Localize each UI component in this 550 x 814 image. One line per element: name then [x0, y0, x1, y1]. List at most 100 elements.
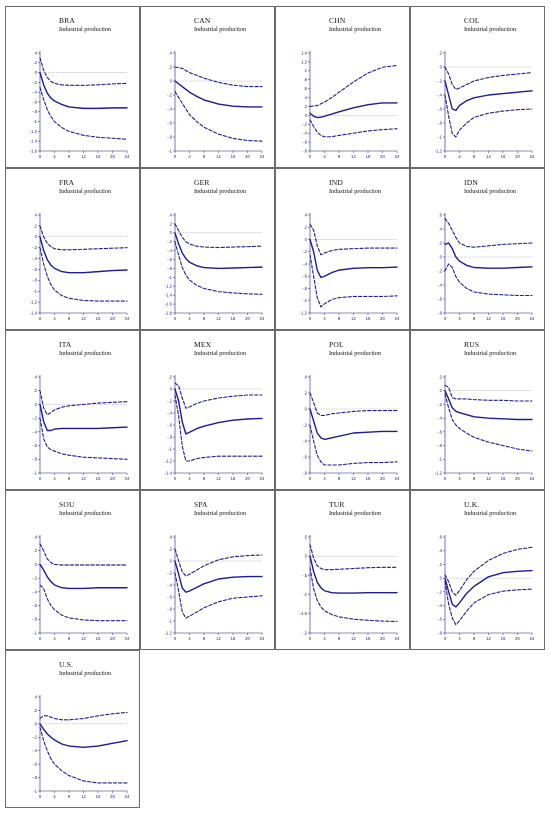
- x-tick-label: 8: [473, 636, 476, 641]
- x-tick-label: 4: [188, 636, 191, 641]
- irf-plot: .4.20-.2-.4-.6-.8-10 4 8 12 16 20 24: [32, 534, 130, 641]
- y-tick-label: -.2: [437, 402, 443, 407]
- y-tick-label: -.2: [437, 78, 443, 83]
- x-tick-label: 0: [39, 636, 42, 641]
- x-tick-label: 16: [501, 316, 506, 321]
- lower-band-line: [174, 572, 263, 619]
- y-tick-label: -1.2: [435, 148, 443, 153]
- x-tick-label: 16: [96, 636, 101, 641]
- x-tick-label: 0: [39, 316, 42, 321]
- y-tick-label: 0: [305, 237, 308, 242]
- x-tick-label: 24: [125, 794, 130, 799]
- panel-subtitle: Industrial production: [59, 350, 112, 357]
- y-tick-label: .2: [169, 221, 173, 226]
- x-tick-label: 12: [351, 636, 356, 641]
- y-tick-label: 0: [440, 254, 443, 259]
- upper-band-line: [39, 390, 128, 416]
- y-tick-label: 0: [305, 113, 308, 118]
- x-tick-label: 12: [486, 476, 491, 481]
- y-tick-label: -1.2: [165, 458, 173, 463]
- y-tick-label: -1.2: [435, 470, 443, 475]
- x-tick-label: 20: [380, 636, 385, 641]
- irf-plot: .50-.5-1-1.5-20 4 8 12 16 20 24: [300, 534, 400, 641]
- y-tick-label: -.4: [302, 131, 308, 136]
- lower-band-line: [39, 584, 128, 622]
- y-tick-label: -.4: [302, 438, 308, 443]
- response-line: [174, 232, 263, 270]
- irf-panel-chn: CHN Industrial production 1.4 1.2 1 .8 .6 .4 .2 0…: [275, 6, 410, 168]
- upper-band-line: [39, 543, 128, 566]
- y-tick-label: .2: [34, 388, 38, 393]
- panel-title: MEX: [194, 340, 212, 349]
- y-tick-label: 0: [35, 70, 38, 75]
- x-tick-label: 4: [458, 154, 461, 159]
- irf-panel-col: COL Industrial production .2 0 -.2 -.4 -.6 -.8 -…: [410, 6, 545, 168]
- y-tick-label: .4: [34, 50, 38, 55]
- x-tick-label: 8: [338, 154, 341, 159]
- upper-band-line: [309, 223, 398, 256]
- x-tick-label: 16: [366, 636, 371, 641]
- lower-band-line: [174, 241, 263, 295]
- response-line: [309, 408, 398, 441]
- response-line: [39, 723, 128, 749]
- y-tick-label: -.2: [167, 570, 173, 575]
- irf-plot: .4.20-.2-.4-.6-.8-1-1.2-1.40 4 8 12 16 20 24: [30, 212, 130, 321]
- panel-title: TUR: [329, 500, 345, 509]
- x-tick-label: 12: [81, 154, 86, 159]
- y-tick-label: 0: [440, 388, 443, 393]
- y-tick-label: -1: [33, 470, 37, 475]
- y-tick-label: -.8: [437, 443, 443, 448]
- x-tick-label: 20: [245, 154, 250, 159]
- x-tick-label: 8: [68, 154, 71, 159]
- response-line: [309, 238, 398, 279]
- lower-band-line: [39, 247, 128, 302]
- irf-plot: 1.41.21.8.6.4.20-.2-.4-.6-.80 4 8 12 16 20 24: [301, 50, 400, 159]
- panel-title: SOU: [59, 500, 75, 509]
- response-line: [444, 80, 533, 112]
- irf-plot: .6.4.20-.2-.4-.6-.80 4 8 12 16 20 24: [437, 212, 535, 321]
- panel-title: IND: [329, 178, 343, 187]
- lower-band-line: [174, 394, 263, 462]
- y-tick-label: 0: [305, 554, 308, 559]
- y-tick-label: -.6: [437, 617, 443, 622]
- x-tick-label: 8: [473, 154, 476, 159]
- response-line: [39, 236, 128, 274]
- y-tick-label: .2: [304, 104, 308, 109]
- x-tick-label: 4: [323, 636, 326, 641]
- y-tick-label: 1.4: [301, 50, 307, 55]
- upper-band-line: [444, 384, 533, 402]
- y-tick-label: .2: [169, 374, 173, 379]
- y-tick-label: -.8: [32, 109, 38, 114]
- panel-subtitle: Industrial production: [194, 350, 247, 357]
- response-line: [309, 102, 398, 119]
- y-tick-label: -.6: [32, 762, 38, 767]
- upper-band-line: [39, 225, 128, 251]
- x-tick-label: 20: [110, 316, 115, 321]
- irf-panel-us: U.S. Industrial production .4 .2 0 -.2 -.4 -.6 -…: [5, 650, 140, 808]
- x-tick-label: 24: [395, 476, 400, 481]
- y-tick-label: -.6: [167, 120, 173, 125]
- y-tick-label: -.4: [167, 248, 173, 253]
- y-tick-label: 0: [170, 558, 173, 563]
- y-tick-label: .4: [439, 548, 443, 553]
- y-tick-label: .2: [439, 562, 443, 567]
- irf-plot: .4.20-.2-.4-.6-.8-10 4 8 12 16 20 24: [32, 694, 130, 799]
- y-tick-label: .4: [169, 534, 173, 539]
- x-tick-label: 4: [458, 476, 461, 481]
- y-tick-label: .2: [169, 546, 173, 551]
- y-tick-label: .6: [439, 534, 443, 539]
- irf-plot: .4.20-.2-.4-.6-.8-1-1.20 4 8 12 16 20 24: [300, 212, 400, 321]
- lower-band-line: [309, 254, 398, 308]
- x-tick-label: 12: [81, 794, 86, 799]
- x-tick-label: 20: [515, 476, 520, 481]
- y-tick-label: -1: [168, 618, 172, 623]
- x-tick-label: 12: [216, 316, 221, 321]
- panel-subtitle: Industrial production: [59, 510, 112, 517]
- x-tick-label: 20: [380, 154, 385, 159]
- y-tick-label: .4: [169, 50, 173, 55]
- y-tick-label: -1: [438, 457, 442, 462]
- x-tick-label: 8: [68, 794, 71, 799]
- x-tick-label: 0: [39, 794, 42, 799]
- panel-subtitle: Industrial production: [59, 670, 112, 677]
- x-tick-label: 20: [380, 476, 385, 481]
